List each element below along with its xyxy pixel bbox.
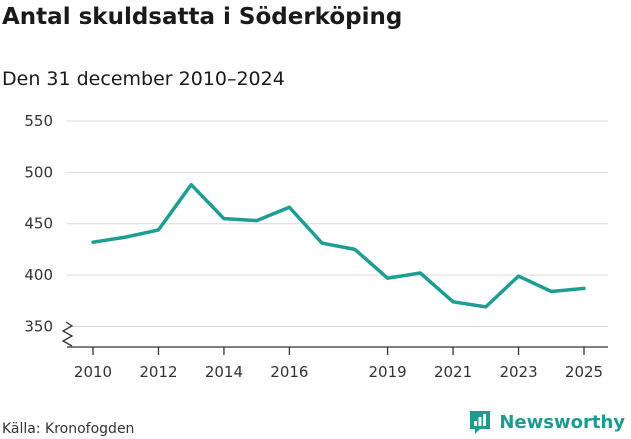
y-tick-label-450: 450	[24, 215, 53, 233]
y-tick-label-500: 500	[24, 163, 53, 181]
x-tick-label-2014: 2014	[205, 363, 243, 381]
data-point-2018	[353, 247, 357, 251]
x-tick-label-2016: 2016	[270, 363, 308, 381]
grid-lines	[67, 120, 608, 327]
x-axis-ticks: 2010 2012 2014 2016 2019 2021 2023 2025	[74, 347, 603, 381]
data-point-2022	[484, 305, 488, 309]
data-point-2016	[287, 205, 291, 209]
y-axis-ticks: 350 400 450 500 550	[24, 112, 53, 335]
data-point-2012	[156, 228, 160, 232]
y-tick-label-350: 350	[24, 317, 53, 335]
data-point-2024	[549, 290, 553, 294]
chart-subtitle: Den 31 december 2010–2024	[2, 68, 285, 90]
data-point-2023	[517, 274, 521, 278]
x-tick-label-2019: 2019	[369, 363, 407, 381]
data-point-2010	[91, 240, 95, 244]
brand-logo: Newsworthy	[468, 409, 625, 435]
axis-break-icon	[61, 321, 74, 347]
data-point-2013	[189, 183, 193, 187]
brand-name: Newsworthy	[499, 411, 625, 433]
x-tick-label-2012: 2012	[139, 363, 177, 381]
data-point-2017	[320, 241, 324, 245]
y-tick-label-550: 550	[24, 112, 53, 130]
data-point-2019	[386, 276, 390, 280]
data-point-2025	[582, 286, 586, 290]
series-layer	[91, 182, 586, 309]
data-point-2011	[124, 235, 128, 239]
x-axis	[61, 321, 608, 348]
source-note: Källa: Kronofogden	[2, 421, 135, 437]
chart-title: Antal skuldsatta i Söderköping	[2, 4, 403, 30]
y-tick-label-400: 400	[24, 266, 53, 284]
line-chart: 350 400 450 500 550 2010 2012 2014 2016 2019 2021…	[24, 112, 608, 381]
data-point-2020	[418, 271, 422, 275]
x-tick-label-2025: 2025	[565, 363, 603, 381]
newsworthy-logo-icon	[470, 411, 491, 434]
x-tick-label-2023: 2023	[499, 363, 537, 381]
data-point-2015	[255, 219, 259, 223]
x-tick-label-2010: 2010	[74, 363, 112, 381]
x-tick-label-2021: 2021	[434, 363, 472, 381]
data-point-2021	[451, 300, 455, 304]
series-line-0	[91, 182, 586, 309]
data-point-2014	[222, 217, 226, 221]
